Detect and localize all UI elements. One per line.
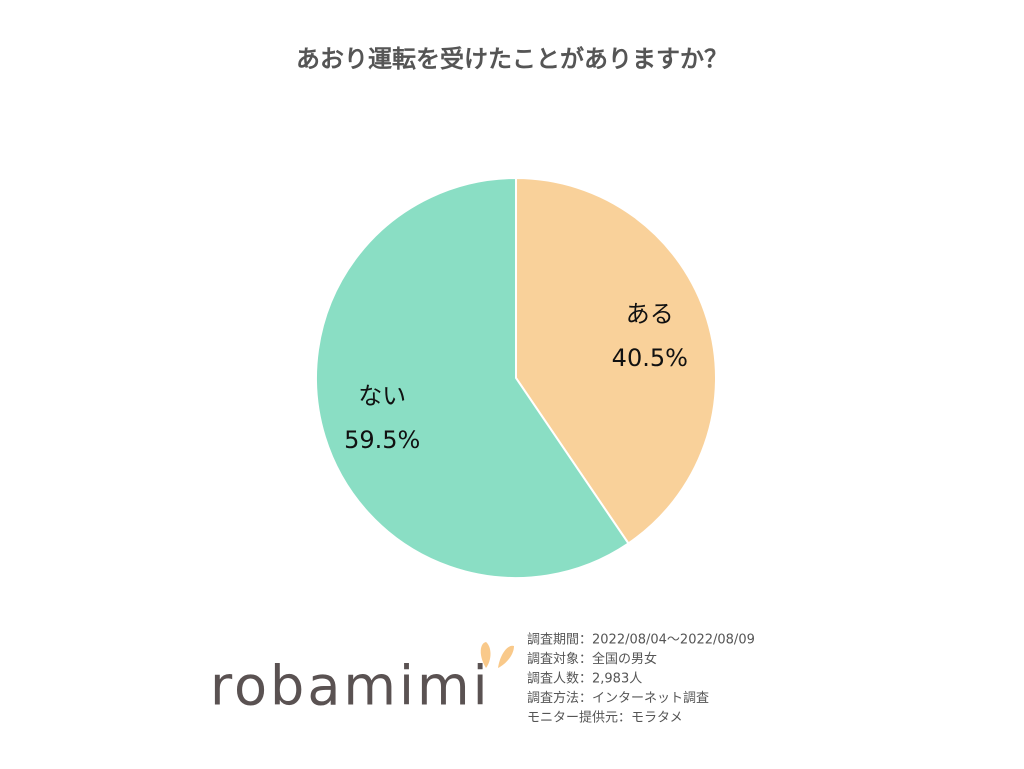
note: 調査人数：2,983人 xyxy=(527,672,642,687)
notes: 調査期間：2022/08/04～2022/08/09 調査対象：全国の男女調査人数… xyxy=(527,633,755,726)
note: 調査方法：インターネット調査 xyxy=(527,690,709,706)
note: 調査期間：2022/08/04～2022/08/09 xyxy=(527,633,755,648)
note: 調査対象：全国の男女 xyxy=(527,651,657,667)
slice-value: 40.5% xyxy=(612,344,688,372)
note: モニター提供元：モラタメ xyxy=(527,710,683,726)
logo-ear xyxy=(480,642,491,668)
chart-title: あおり運転を受けたことがありますか？ xyxy=(296,45,728,73)
logo: robamimi xyxy=(210,655,491,718)
slice-value: 59.5% xyxy=(344,426,420,454)
logo-ear xyxy=(498,645,514,668)
pie: ある 40.5% ない 59.5% xyxy=(315,176,717,579)
pie-slice xyxy=(515,176,717,545)
pie-slice xyxy=(315,176,630,579)
slice-label: ない xyxy=(358,382,406,410)
slice-label: ある xyxy=(626,300,674,328)
